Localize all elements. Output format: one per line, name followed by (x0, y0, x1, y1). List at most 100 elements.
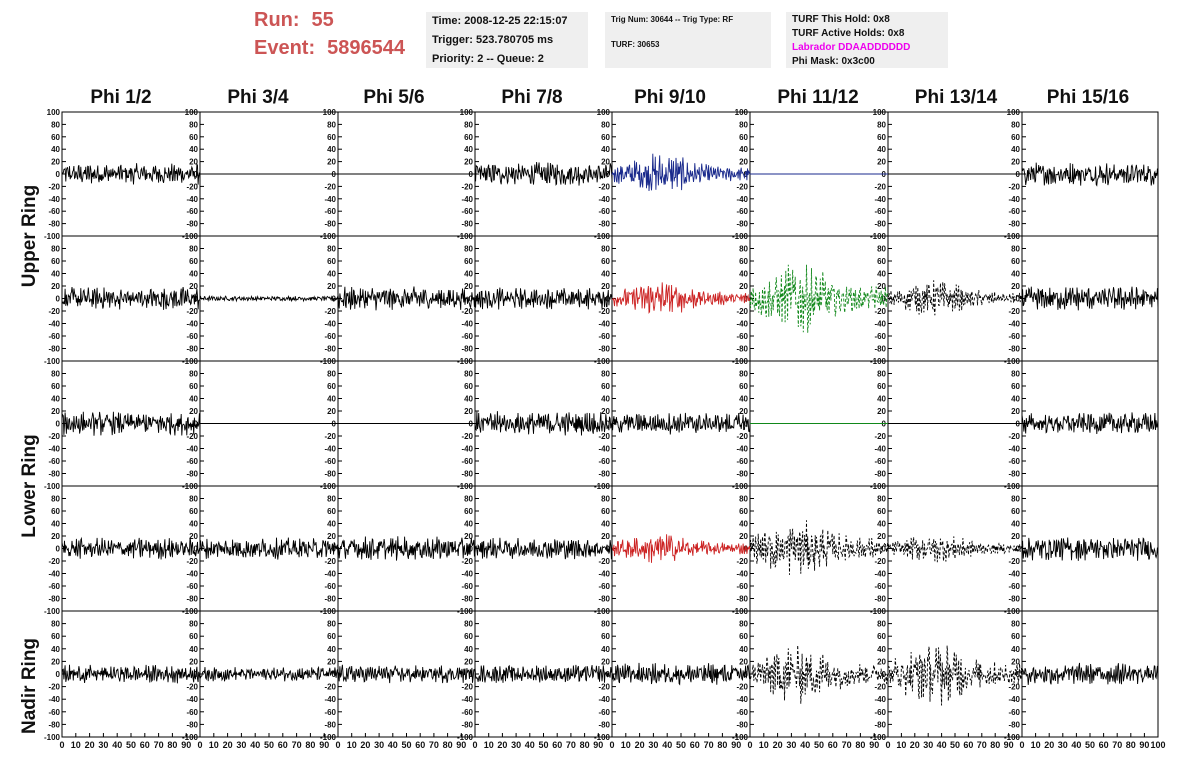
y-tick-label: 80 (601, 370, 610, 379)
y-tick-label: -20 (736, 432, 748, 441)
y-tick-label: -40 (461, 695, 473, 704)
y-tick-label: 60 (601, 382, 610, 391)
x-tick-label: 60 (963, 740, 973, 750)
y-tick-label: 20 (51, 282, 60, 291)
y-tick-label: -100 (320, 357, 337, 366)
y-tick-label: -40 (1008, 320, 1020, 329)
y-tick-label: -80 (1008, 220, 1020, 229)
waveform-trace (474, 411, 613, 436)
waveform-trace (474, 537, 613, 560)
y-tick-label: -60 (1008, 708, 1020, 717)
y-tick-label: 40 (464, 645, 473, 654)
y-tick-label: -80 (598, 470, 610, 479)
waveform-trace (887, 280, 1023, 316)
x-tick-label: 10 (896, 740, 906, 750)
y-tick-label: 0 (744, 420, 749, 429)
y-tick-label: -20 (186, 432, 198, 441)
y-tick-label: -80 (1008, 345, 1020, 354)
y-tick-label: -100 (594, 733, 611, 742)
y-tick-label: -60 (324, 708, 336, 717)
y-tick-label: -80 (461, 470, 473, 479)
y-tick-label: 80 (51, 120, 60, 129)
y-tick-label: 40 (189, 270, 198, 279)
y-tick-label: -80 (48, 220, 60, 229)
x-tick-label: 30 (511, 740, 521, 750)
y-tick-label: 40 (51, 645, 60, 654)
waveform-trace (474, 161, 613, 186)
y-tick-label: -80 (461, 595, 473, 604)
y-tick-label: -40 (1008, 570, 1020, 579)
y-tick-label: -100 (1004, 232, 1021, 241)
x-tick-label: 40 (937, 740, 947, 750)
y-tick-label: 60 (189, 133, 198, 142)
y-tick-label: 80 (464, 245, 473, 254)
y-tick-label: 60 (51, 133, 60, 142)
y-tick-label: 20 (877, 532, 886, 541)
y-tick-label: -60 (598, 207, 610, 216)
x-tick-label: 90 (593, 740, 603, 750)
y-tick-label: 80 (601, 245, 610, 254)
x-tick-label: 20 (497, 740, 507, 750)
y-tick-label: 80 (877, 620, 886, 629)
y-tick-label: -20 (186, 683, 198, 692)
y-tick-label: -60 (186, 332, 198, 341)
y-tick-label: 40 (51, 270, 60, 279)
y-tick-label: -20 (598, 307, 610, 316)
y-tick-label: 80 (877, 495, 886, 504)
x-tick-label: 80 (305, 740, 315, 750)
turf-num-text: TURF: 30653 (611, 40, 660, 49)
x-tick-label: 60 (552, 740, 562, 750)
y-tick-label: 40 (601, 520, 610, 529)
y-tick-label: -60 (186, 207, 198, 216)
y-tick-label: -100 (870, 607, 887, 616)
y-tick-label: 20 (327, 532, 336, 541)
y-tick-label: -100 (320, 482, 337, 491)
y-tick-label: -40 (874, 570, 886, 579)
event-value: 5896544 (327, 37, 405, 59)
y-tick-label: 60 (1011, 382, 1020, 391)
y-tick-label: -60 (598, 332, 610, 341)
y-tick-label: -100 (1004, 733, 1021, 742)
y-tick-label: -40 (461, 195, 473, 204)
y-tick-label: 40 (877, 520, 886, 529)
y-tick-label: -100 (870, 482, 887, 491)
y-tick-label: 20 (739, 407, 748, 416)
y-tick-label: 40 (739, 270, 748, 279)
y-tick-label: -80 (598, 345, 610, 354)
y-tick-label: -100 (594, 607, 611, 616)
y-tick-label: 40 (327, 520, 336, 529)
y-tick-label: -100 (320, 733, 337, 742)
waveform-trace (61, 664, 201, 684)
y-tick-label: 80 (464, 370, 473, 379)
col-title-phi-11-12: Phi 11/12 (777, 87, 859, 108)
x-tick-label: 30 (923, 740, 933, 750)
y-tick-label: 20 (464, 158, 473, 167)
y-tick-label: -20 (48, 307, 60, 316)
y-tick-label: 20 (327, 657, 336, 666)
y-tick-label: -60 (324, 582, 336, 591)
y-tick-label: -80 (48, 595, 60, 604)
x-tick-label: 70 (704, 740, 714, 750)
x-tick-label: 90 (731, 740, 741, 750)
y-tick-label: 60 (189, 507, 198, 516)
x-tick-label: 80 (1126, 740, 1136, 750)
x-tick-label: 90 (456, 740, 466, 750)
y-tick-label: -20 (598, 683, 610, 692)
y-tick-label: -100 (594, 482, 611, 491)
y-tick-label: -60 (461, 708, 473, 717)
y-tick-label: -80 (186, 595, 198, 604)
y-tick-label: -20 (736, 557, 748, 566)
waveform-trace (337, 536, 476, 561)
y-tick-label: 80 (877, 120, 886, 129)
y-tick-label: 0 (1016, 295, 1021, 304)
y-tick-label: -60 (736, 708, 748, 717)
y-tick-label: -80 (1008, 720, 1020, 729)
y-tick-label: 60 (464, 133, 473, 142)
waveform-trace (749, 264, 889, 333)
y-tick-label: 40 (51, 395, 60, 404)
waveform-trace (199, 665, 339, 682)
y-tick-label: 80 (1011, 370, 1020, 379)
y-tick-label: 20 (464, 282, 473, 291)
y-tick-label: -20 (874, 307, 886, 316)
x-tick-label: 30 (374, 740, 384, 750)
